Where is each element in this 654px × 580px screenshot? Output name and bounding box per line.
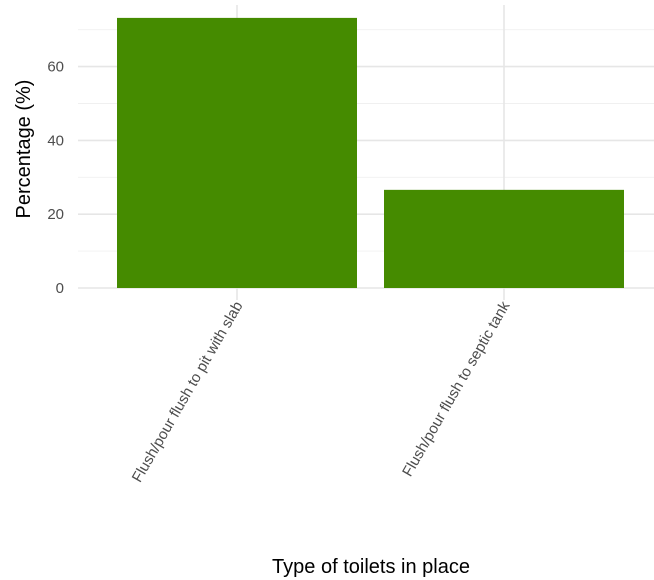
bar-2 [384,189,624,288]
y-tick-label: 20 [47,206,64,223]
x-tick-labels: Flush/pour flush to pit with slab Flush/p… [129,298,514,485]
x-tick-label: Flush/pour flush to septic tank [399,298,514,480]
y-tick-labels: 0 20 40 60 [47,59,64,297]
y-axis-title: Percentage (%) [13,80,35,219]
y-tick-label: 40 [47,132,64,149]
x-tick-label: Flush/pour flush to pit with slab [129,299,247,486]
x-axis-title: Type of toilets in place [272,556,470,578]
bars [117,17,624,289]
y-tick-label: 60 [47,59,64,76]
y-tick-label: 0 [56,280,64,297]
bar-1 [117,17,357,289]
